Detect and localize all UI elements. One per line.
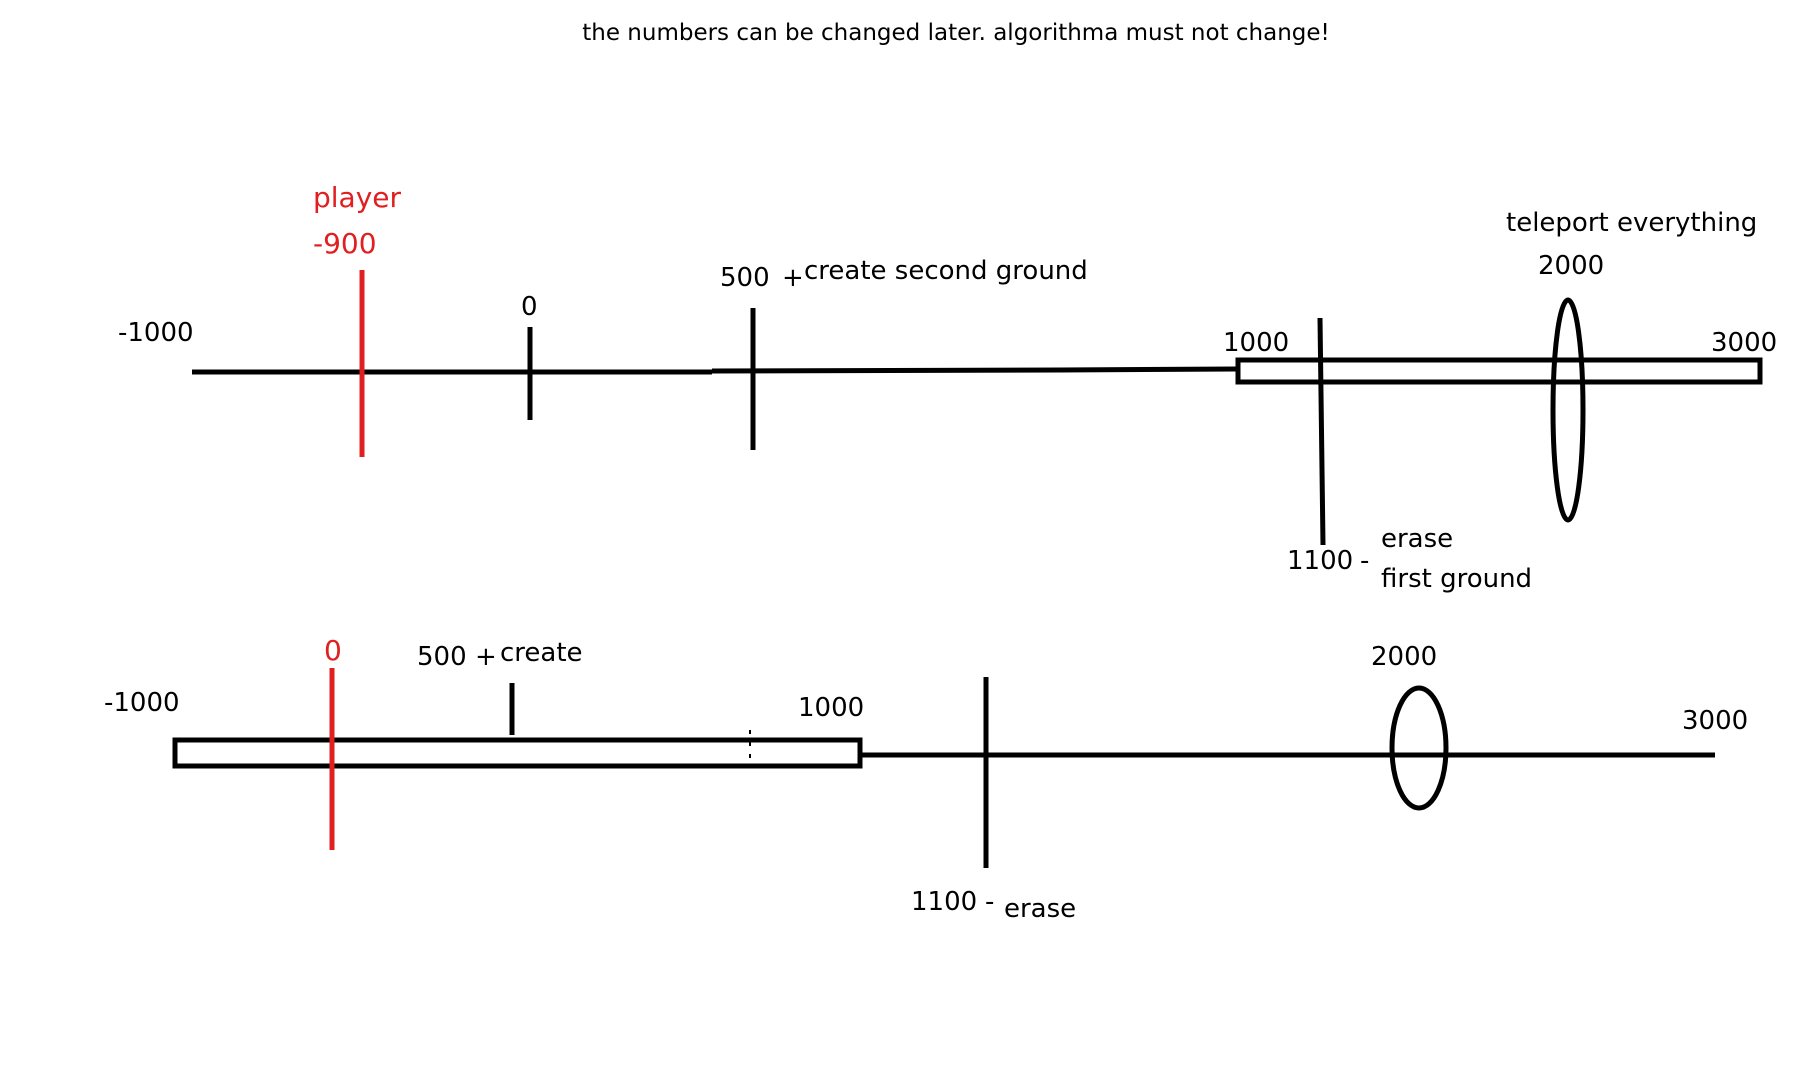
top-erase-value: 1100 <box>1287 546 1353 576</box>
top-teleport-value: 2000 <box>1538 251 1604 281</box>
top-create-sign: + <box>782 263 804 293</box>
top-erase-text-line2: first ground <box>1381 564 1532 594</box>
bottom-ground-rect <box>172 737 863 769</box>
top-axis-line-c <box>1059 366 1237 373</box>
top-player-label: player <box>313 181 402 214</box>
top-teleport-text: teleport everything <box>1506 208 1757 238</box>
bottom-teleport-value: 2000 <box>1371 642 1437 672</box>
bottom-create-value: 500 <box>417 642 467 672</box>
bottom-start-label: -1000 <box>104 688 180 718</box>
header-note: the numbers can be changed later. algori… <box>582 20 1330 46</box>
top-erase-text-line1: erase <box>1381 524 1453 554</box>
top-erase-sign: - <box>1360 546 1369 576</box>
bottom-create-sign: + <box>475 642 497 672</box>
bottom-ground-end-label: 1000 <box>798 693 864 723</box>
bottom-player-value: 0 <box>324 634 342 667</box>
bottom-erase-value: 1100 <box>911 887 977 917</box>
top-player-value: -900 <box>313 227 377 260</box>
bottom-teleport-ellipse <box>1389 685 1449 811</box>
bottom-create-text: create <box>500 638 583 668</box>
top-erase-tick <box>1317 317 1326 546</box>
bottom-erase-sign: - <box>985 887 994 917</box>
top-timeline: player -900 -1000 0 500 + create second … <box>118 181 1777 594</box>
top-second-ground-rect <box>1235 357 1763 385</box>
top-end-label: 3000 <box>1711 328 1777 358</box>
top-start-label: -1000 <box>118 318 194 348</box>
top-create-value: 500 <box>720 263 770 293</box>
top-axis-line-b <box>711 367 1061 374</box>
top-create-text: create second ground <box>804 256 1088 286</box>
bottom-timeline: -1000 0 500 + create 1000 2000 3000 1100… <box>104 634 1748 924</box>
bottom-end-label: 3000 <box>1682 706 1748 736</box>
top-zero-label: 0 <box>521 292 538 322</box>
top-teleport-ellipse <box>1550 297 1586 523</box>
bottom-erase-text: erase <box>1004 894 1076 924</box>
top-ground-start-label: 1000 <box>1223 328 1289 358</box>
